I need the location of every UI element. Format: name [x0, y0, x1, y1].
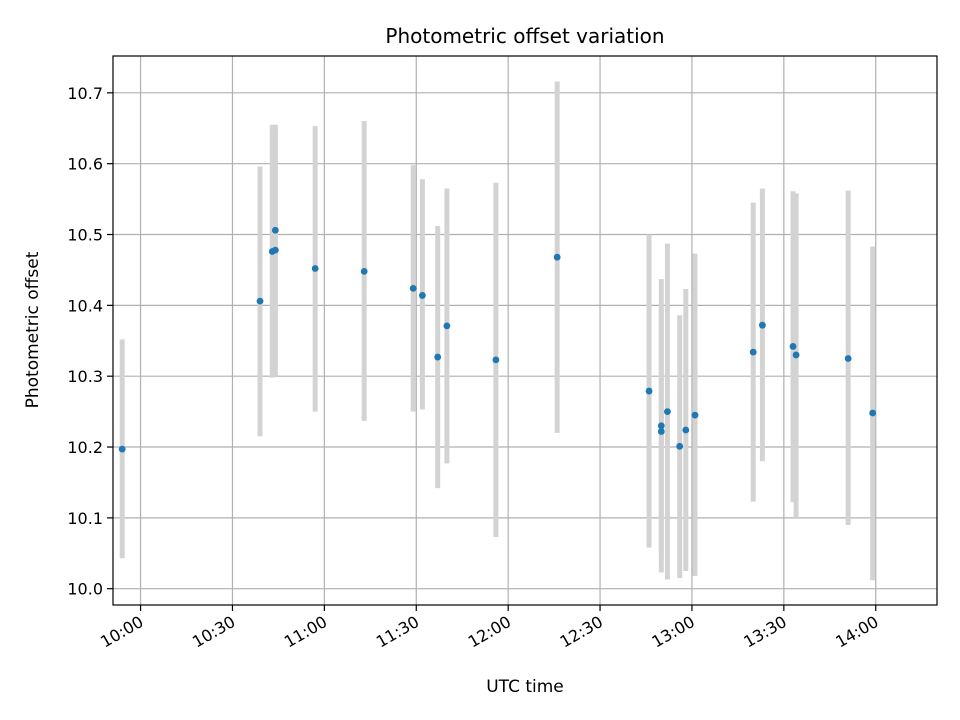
y-tick-label: 10.4 [67, 296, 103, 315]
data-point [492, 356, 500, 364]
data-point [271, 246, 279, 254]
data-point [409, 284, 417, 292]
x-axis-title: UTC time [486, 677, 564, 697]
data-point [434, 353, 442, 361]
data-point [664, 408, 671, 416]
data-point [645, 387, 653, 395]
data-point [844, 355, 852, 362]
y-tick-label: 10.3 [67, 367, 103, 386]
data-point [749, 348, 757, 356]
y-tick-label: 10.7 [67, 84, 103, 103]
y-tick-label: 10.6 [67, 155, 103, 174]
y-tick-label: 10.1 [67, 509, 103, 528]
data-point [869, 409, 877, 417]
data-point [758, 321, 766, 329]
y-axis-title: Photometric offset [23, 251, 43, 408]
data-point [311, 265, 319, 272]
data-point [256, 297, 264, 305]
chart-title: Photometric offset variation [385, 24, 664, 48]
data-point [789, 343, 797, 350]
data-points [118, 226, 877, 453]
data-point [676, 442, 684, 450]
y-tick-label: 10.0 [67, 580, 103, 599]
data-point [691, 411, 699, 419]
data-point [443, 322, 451, 330]
data-point [271, 226, 279, 234]
data-point [792, 351, 800, 359]
plot-frame [112, 55, 938, 606]
data-point [553, 253, 561, 261]
y-tick-label: 10.5 [67, 226, 103, 245]
data-point [657, 422, 665, 430]
y-axis-ticks: 10.0 10.1 10.2 10.3 10.4 10.5 10.6 10.7 [67, 84, 113, 599]
grid [113, 56, 937, 605]
data-point [682, 426, 690, 434]
data-point [418, 292, 426, 299]
data-point [118, 445, 126, 453]
data-point [360, 267, 368, 275]
data-point [657, 428, 665, 435]
y-tick-label: 10.2 [67, 438, 103, 457]
